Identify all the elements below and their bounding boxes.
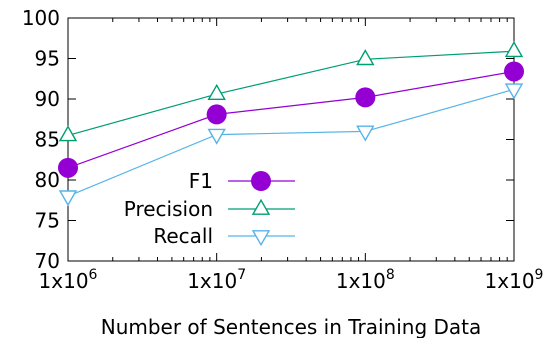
legend-marker-precision: [251, 198, 271, 215]
series-line-precision: [67, 50, 515, 136]
legend-label-precision: Precision: [124, 197, 213, 221]
data-point-f1: [58, 157, 78, 178]
y-tick-label: 70: [35, 249, 60, 273]
y-tick-label: 75: [35, 209, 60, 233]
data-point-precision: [356, 49, 375, 66]
y-tick-label: 85: [35, 128, 60, 152]
legend: F1 Precision Recall: [124, 169, 295, 248]
data-point-recall: [504, 83, 524, 100]
data-point-precision: [504, 40, 524, 58]
x-tick-label: 1x106: [39, 267, 98, 293]
y-tick-label: 90: [35, 87, 60, 111]
series-recall: [58, 83, 524, 207]
y-tick-label: 100: [22, 6, 60, 30]
data-point-f1: [206, 104, 227, 125]
data-point-recall: [58, 190, 78, 207]
legend-marker-f1: [251, 171, 271, 191]
data-point-recall: [356, 125, 375, 142]
x-tick-label: 1x109: [485, 267, 544, 293]
y-tick-label: 95: [35, 47, 60, 71]
series-line-recall: [67, 88, 515, 197]
series-f1: [58, 61, 524, 178]
axis-ticks: 70 75 80 85 90 95 100 1x106 1x107 1x108 1x109: [22, 6, 544, 293]
series-precision: [58, 40, 524, 142]
series-line-f1: [67, 70, 515, 169]
legend-label-f1: F1: [189, 169, 213, 193]
x-tick-label: 1x108: [336, 267, 395, 293]
data-point-f1: [504, 61, 524, 82]
y-tick-label: 80: [35, 168, 60, 192]
legend-marker-recall: [251, 230, 271, 247]
legend-label-recall: Recall: [153, 224, 213, 248]
series-layer: [58, 40, 524, 207]
data-point-precision: [207, 83, 226, 101]
data-point-precision: [58, 125, 78, 142]
data-point-recall: [207, 128, 226, 145]
x-axis-title: Number of Sentences in Training Data: [101, 315, 482, 338]
data-point-f1: [355, 87, 376, 108]
x-tick-label: 1x107: [187, 267, 246, 293]
